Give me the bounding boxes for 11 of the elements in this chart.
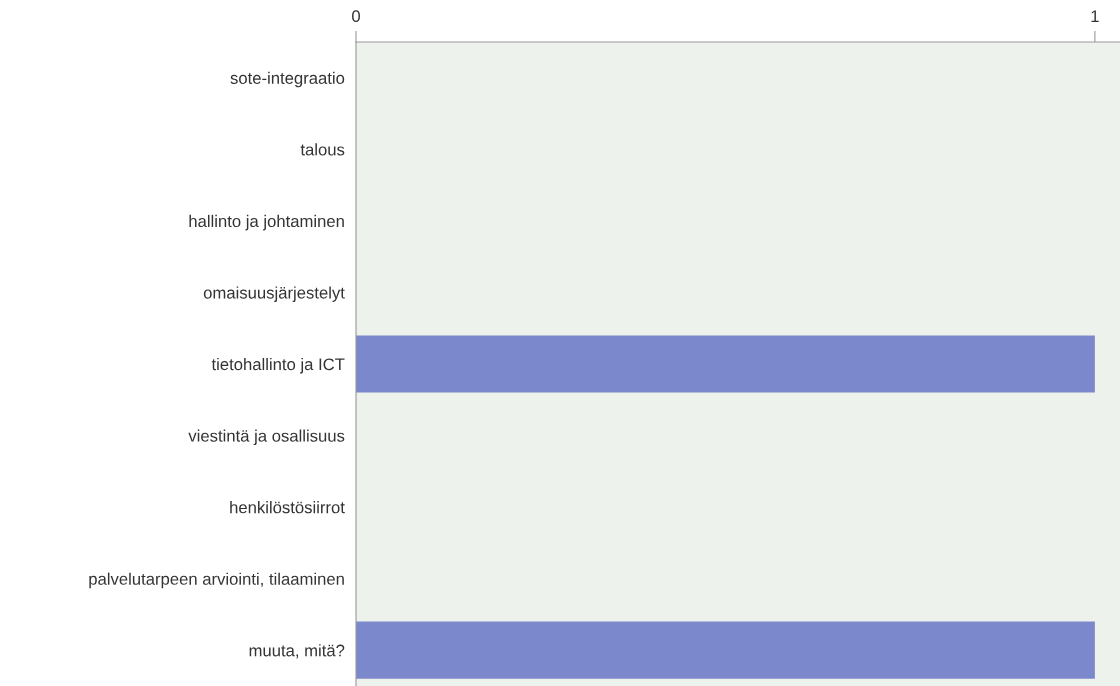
y-tick-label: hallinto ja johtaminen (189, 214, 344, 231)
x-tick-label: 1 (1091, 10, 1099, 22)
y-tick-label: muuta, mitä? (249, 644, 345, 659)
y-tick-label: talous (300, 143, 345, 156)
y-tick-label: omaisuusjärjestelyt (203, 286, 345, 302)
y-tick-label: henkilöstösiirrot (230, 501, 345, 514)
y-tick-label: viestintä ja osallisuus (188, 429, 345, 446)
x-tick-label: 0 (352, 10, 360, 23)
y-tick-label: sote-integraatio (230, 71, 345, 88)
y-tick-label: palvelutarpeen arviointi, tilaaminen (89, 572, 344, 589)
y-tick-label: tietohallinto ja ICT (211, 357, 345, 374)
